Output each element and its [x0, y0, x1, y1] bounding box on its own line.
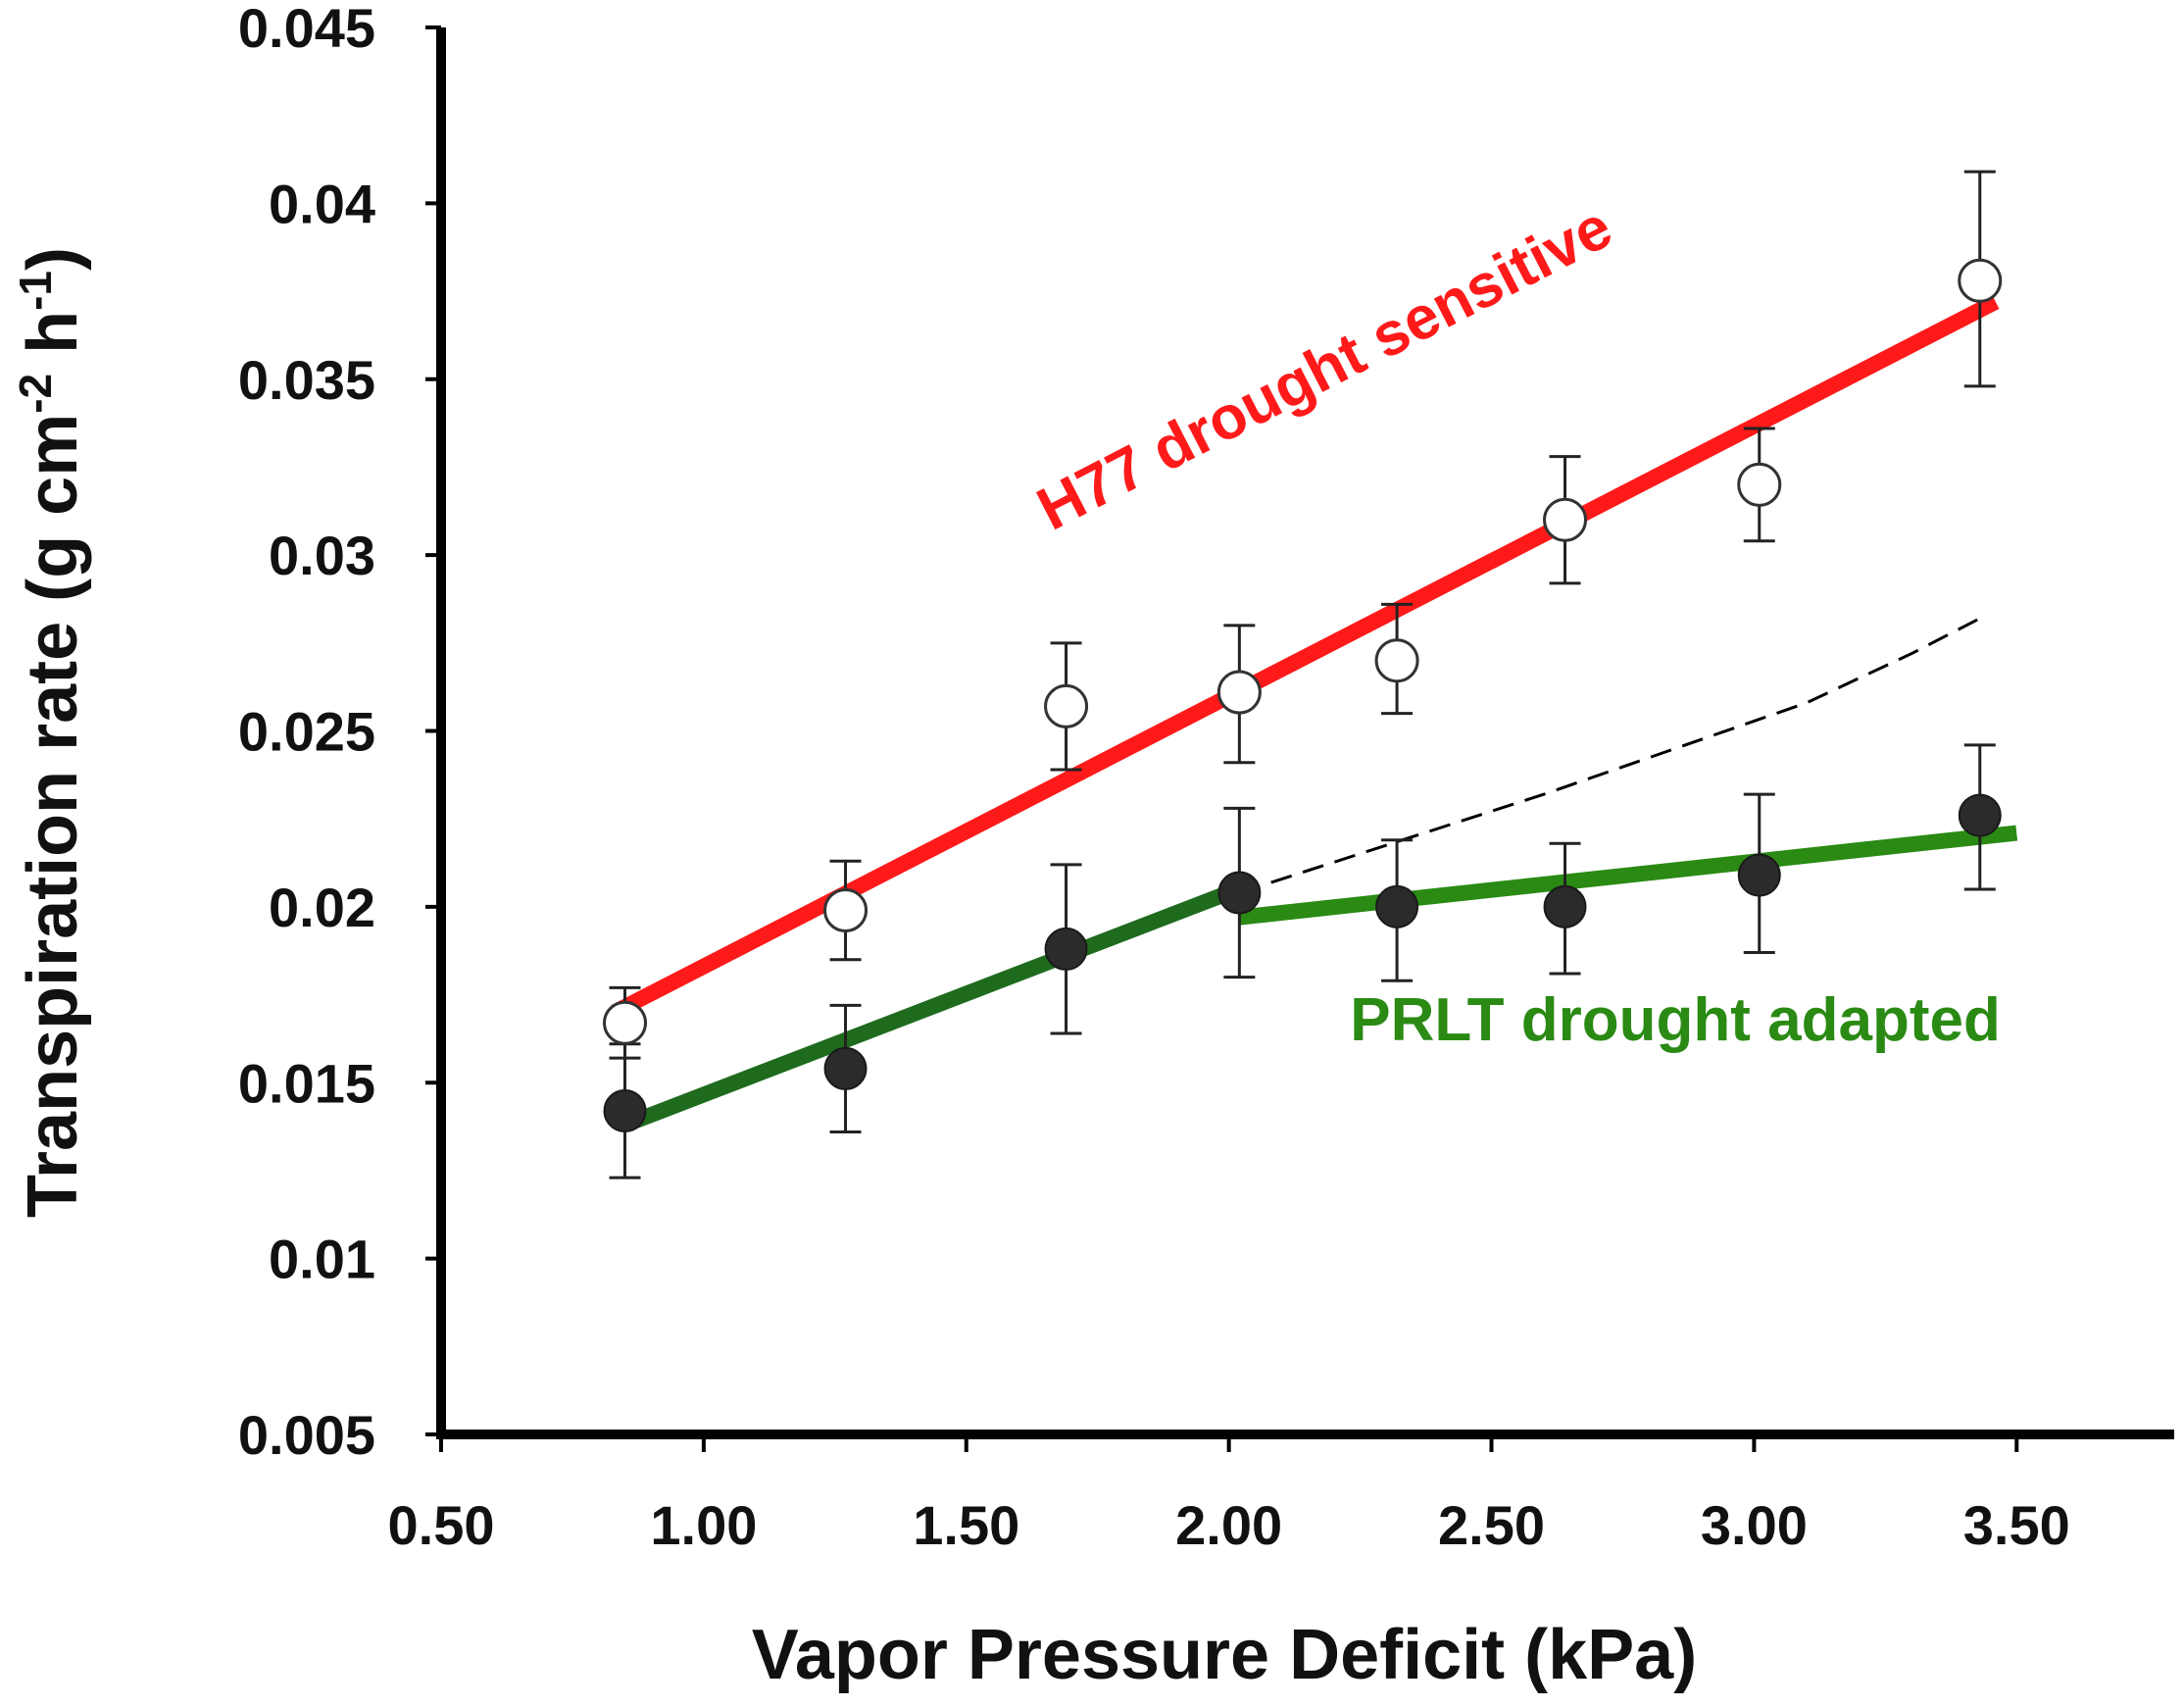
h77-series-label: H77 drought sensitive	[1027, 193, 1623, 544]
h77-data-point	[823, 887, 869, 932]
x-tick-label: 0.50	[388, 1494, 495, 1556]
plot-area	[436, 27, 2174, 1439]
prlt-series-label: PRLT drought adapted	[1350, 986, 2001, 1054]
y-axis-title-sup1: -2	[10, 374, 61, 414]
y-tick-label: 0.005	[238, 1404, 375, 1466]
prlt-data-point	[1375, 884, 1419, 929]
prlt-data-point	[1543, 884, 1587, 929]
y-tick-label: 0.02	[269, 877, 375, 938]
y-tick-label: 0.04	[269, 173, 375, 234]
h77-data-point	[1216, 670, 1262, 715]
y-tick-label: 0.03	[269, 525, 375, 586]
x-axis-ticks: 0.50 1.00 1.50 2.00 2.50 3.00 3.50	[388, 1434, 2070, 1556]
y-axis-ticks: 0.005 0.01 0.015 0.02 0.025 0.03 0.035 0.04 0.04…	[238, 0, 441, 1466]
x-tick-label: 3.50	[1963, 1494, 2070, 1556]
x-tick-label: 1.00	[650, 1494, 757, 1556]
prlt-data-point	[1217, 871, 1262, 915]
regression-line	[621, 885, 1232, 1132]
y-axis-title-sup2: -1	[10, 271, 61, 311]
regression-line	[1238, 825, 2018, 926]
h77-data-point	[1958, 258, 2003, 303]
y-tick-label: 0.025	[238, 701, 375, 763]
y-axis-title-mid: h	[14, 311, 92, 374]
prlt-data-point	[1737, 853, 1781, 897]
prlt-data-point	[603, 1088, 647, 1132]
x-tick-label: 3.00	[1701, 1494, 1808, 1556]
y-tick-label: 0.015	[238, 1052, 375, 1114]
x-tick-label: 1.50	[913, 1494, 1019, 1556]
x-tick-label: 2.00	[1175, 1494, 1282, 1556]
y-tick-label: 0.01	[269, 1229, 375, 1290]
y-tick-label: 0.035	[238, 349, 375, 411]
prlt-data-point	[1044, 927, 1088, 971]
extrapolation-dashed-line	[1238, 617, 1981, 894]
data-markers	[603, 258, 2003, 1132]
y-axis-title-main: Transpiration rate (g cm	[14, 414, 92, 1218]
y-axis-title-end: )	[14, 247, 92, 271]
y-axis-title: Transpiration rate (g cm-2 h-1)	[10, 247, 92, 1218]
h77-data-point	[1737, 462, 1782, 507]
x-tick-label: 2.50	[1438, 1494, 1545, 1556]
prlt-data-point	[1958, 793, 2002, 837]
h77-data-point	[603, 1000, 648, 1045]
series-annotations: H77 drought sensitive PRLT drought adapte…	[1027, 193, 2001, 1054]
h77-data-point	[1044, 683, 1089, 728]
h77-data-point	[1374, 638, 1419, 683]
h77-data-point	[1543, 497, 1588, 542]
prlt-data-point	[823, 1046, 868, 1090]
x-axis-title: Vapor Pressure Deficit (kPa)	[752, 1616, 1697, 1694]
y-tick-label: 0.045	[238, 0, 375, 59]
